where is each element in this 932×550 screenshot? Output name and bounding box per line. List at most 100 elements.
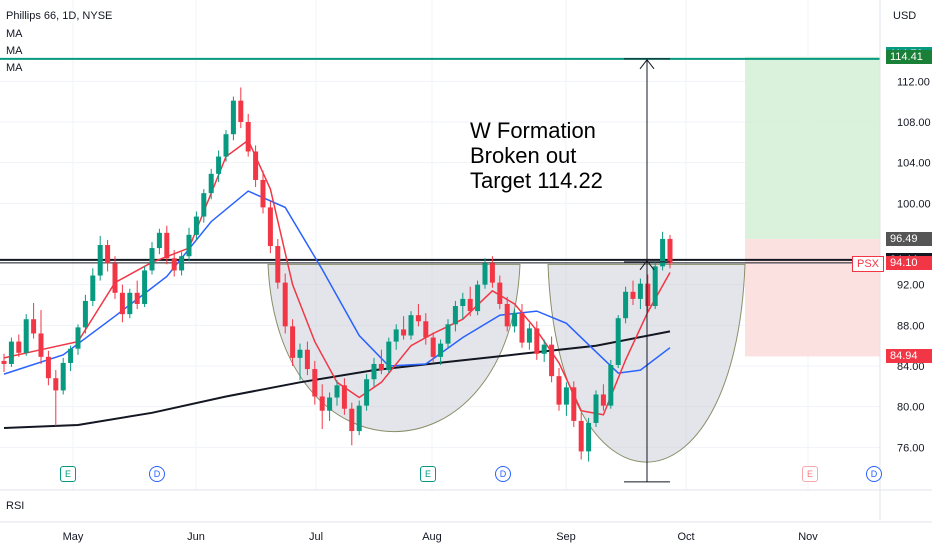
candle-body (142, 270, 148, 304)
candle-body (193, 216, 199, 235)
candle-body (482, 263, 488, 285)
earnings-marker[interactable]: E (802, 466, 818, 482)
candle-body (230, 100, 236, 135)
candle-body (489, 263, 495, 283)
candle-body (519, 313, 525, 343)
candle-body (334, 385, 340, 398)
candle-body (119, 292, 125, 315)
candle-body (386, 341, 392, 371)
candle-body (90, 275, 96, 301)
candle-body (149, 248, 155, 271)
candle-body (171, 258, 177, 271)
candle-body (253, 151, 259, 180)
candle-body (38, 333, 44, 357)
price-tag: 84.94 (886, 349, 932, 364)
candle-body (549, 344, 555, 377)
candle-body (645, 283, 651, 307)
candle-body (578, 420, 584, 452)
candle-body (156, 232, 162, 249)
candle-body (327, 397, 333, 411)
y-tick-label: 80.00 (897, 402, 925, 414)
candle-body (134, 292, 140, 304)
ma-fast-line (3, 139, 671, 416)
candle-body (623, 291, 629, 319)
dividend-marker[interactable]: D (866, 466, 882, 482)
price-tag: 94.10 (886, 256, 932, 271)
x-tick-label: Oct (677, 531, 694, 543)
candle-body (23, 319, 29, 353)
candle-body (238, 100, 244, 122)
candle-body (186, 234, 192, 257)
candle-body (290, 326, 296, 358)
dividend-marker[interactable]: D (149, 466, 165, 482)
y-tick-label: 112.00 (897, 76, 930, 88)
candle-body (371, 363, 377, 380)
y-tick-label: 76.00 (897, 442, 925, 454)
candle-body (637, 283, 643, 299)
candle-body (600, 394, 606, 406)
price-tag: 96.49 (886, 232, 932, 247)
candle-body (526, 328, 532, 343)
candle-body (497, 282, 503, 304)
symbol-title[interactable]: Phillips 66, 1D, NYSE (6, 10, 113, 22)
candle-body (201, 193, 207, 217)
candle-body (408, 315, 414, 336)
candle-body (445, 324, 451, 344)
y-tick-label: 108.00 (897, 117, 931, 129)
candle-body (297, 349, 303, 358)
candle-body (660, 238, 666, 267)
candle-body (97, 245, 103, 276)
legend-ma-3[interactable]: MA (6, 62, 23, 74)
candle-body (571, 387, 577, 421)
candle-body (460, 298, 466, 307)
earnings-marker[interactable]: E (420, 466, 436, 482)
rsi-label[interactable]: RSI (6, 500, 25, 512)
x-tick-label: Jun (187, 531, 205, 543)
candle-body (127, 292, 133, 315)
legend-ma-2[interactable]: MA (6, 45, 23, 57)
earnings-marker[interactable]: E (60, 466, 76, 482)
candle-body (16, 341, 22, 353)
candle-body (53, 378, 59, 391)
dividend-marker[interactable]: D (495, 466, 511, 482)
candle-body (164, 232, 170, 259)
candle-body (452, 306, 458, 325)
candle-body (60, 362, 66, 391)
candle-body (378, 363, 384, 371)
candle-body (541, 344, 547, 354)
candle-body (608, 364, 614, 406)
candle-body (556, 376, 562, 405)
candle-body (341, 385, 347, 409)
y-tick-label: 92.00 (897, 280, 925, 292)
candle-body (401, 329, 407, 336)
candle-body (105, 245, 111, 264)
w-formation-annotation: W Formation Broken out Target 114.22 (470, 118, 603, 193)
candle-body (304, 349, 310, 370)
candle-body (31, 319, 37, 334)
candle-body (282, 282, 288, 327)
horizontal-lines (0, 57, 880, 264)
candle-body (216, 156, 222, 174)
time-axis[interactable]: May Jun Jul Aug Sep Oct Nov (63, 531, 819, 543)
candle-body (438, 343, 444, 357)
candle-body (652, 266, 658, 307)
candle-body (512, 313, 518, 327)
profit-zone (745, 56, 880, 240)
candle-body (267, 207, 273, 247)
candle-body (75, 327, 81, 349)
y-tick-label: 84.00 (897, 361, 925, 373)
candle-body (504, 303, 510, 327)
candle-body (586, 422, 592, 452)
candle-body (223, 134, 229, 157)
legend-ma-1[interactable]: MA (6, 28, 23, 40)
ticker-tag: PSX (851, 256, 884, 273)
candle-body (260, 179, 266, 208)
measured-move-arrow (624, 58, 670, 483)
candle-body (415, 315, 421, 322)
arrow-head-mid (639, 260, 655, 271)
price-axis[interactable]: 112.00108.00104.00100.0092.0088.0084.008… (0, 0, 932, 523)
candle-body (208, 173, 214, 194)
candle-body (563, 387, 569, 405)
candle-body (356, 405, 362, 432)
